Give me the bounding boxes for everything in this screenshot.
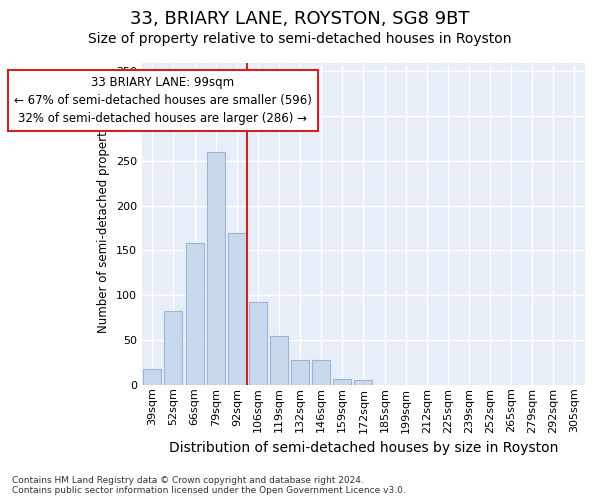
Bar: [312, 360, 330, 385]
Bar: [355, 380, 373, 385]
Text: 33 BRIARY LANE: 99sqm
← 67% of semi-detached houses are smaller (596)
32% of sem: 33 BRIARY LANE: 99sqm ← 67% of semi-deta…: [14, 76, 312, 125]
Text: 33, BRIARY LANE, ROYSTON, SG8 9BT: 33, BRIARY LANE, ROYSTON, SG8 9BT: [130, 10, 470, 28]
Bar: [143, 368, 161, 385]
Bar: [249, 302, 267, 385]
Bar: [164, 312, 182, 385]
Y-axis label: Number of semi-detached properties: Number of semi-detached properties: [97, 114, 110, 333]
X-axis label: Distribution of semi-detached houses by size in Royston: Distribution of semi-detached houses by …: [169, 441, 558, 455]
Bar: [291, 360, 309, 385]
Bar: [228, 232, 246, 385]
Bar: [270, 336, 288, 385]
Bar: [185, 244, 203, 385]
Text: Contains HM Land Registry data © Crown copyright and database right 2024.
Contai: Contains HM Land Registry data © Crown c…: [12, 476, 406, 495]
Bar: [206, 152, 224, 385]
Text: Size of property relative to semi-detached houses in Royston: Size of property relative to semi-detach…: [88, 32, 512, 46]
Bar: [334, 380, 351, 385]
